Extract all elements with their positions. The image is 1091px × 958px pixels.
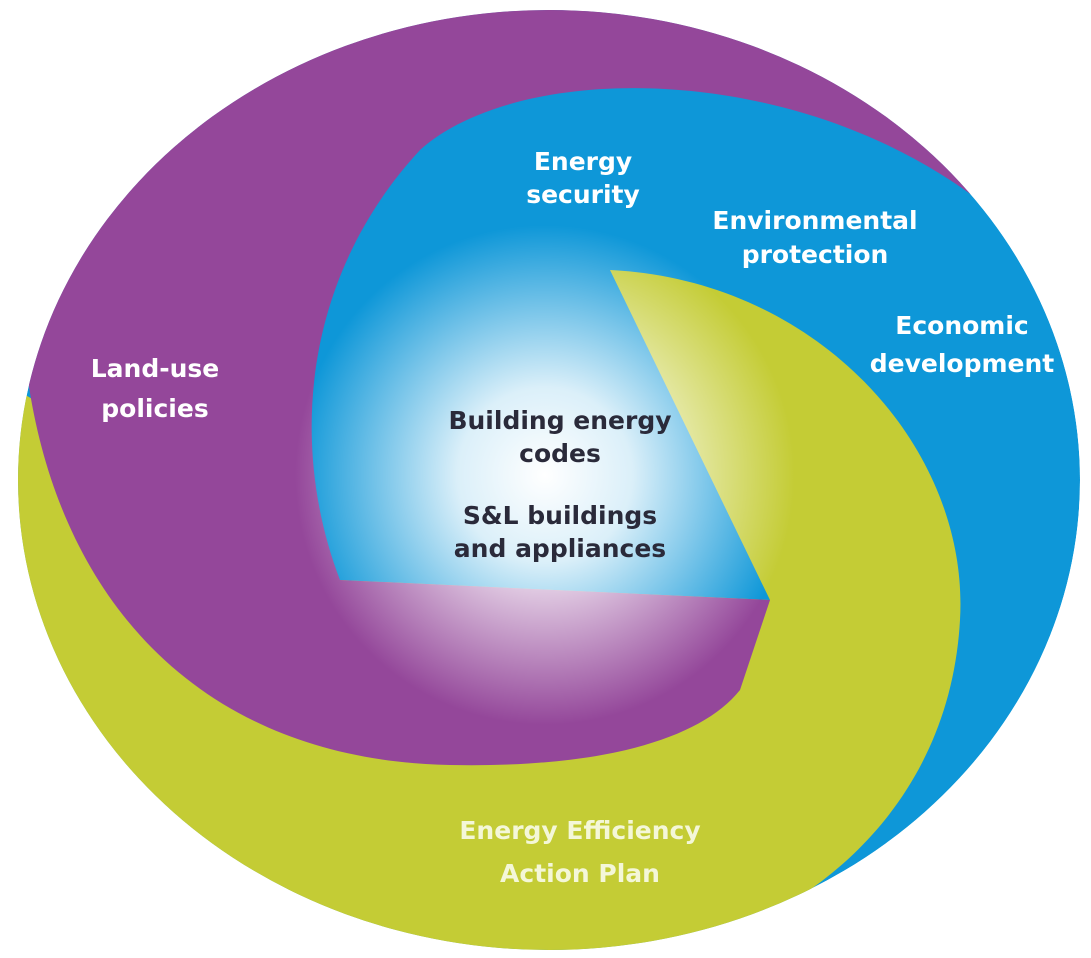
rings xyxy=(18,10,1080,950)
center-glow xyxy=(295,225,795,725)
label: security xyxy=(526,180,640,209)
label: Action Plan xyxy=(500,859,660,888)
label: Environmental xyxy=(712,206,917,235)
label: Energy xyxy=(534,147,632,176)
label: policies xyxy=(101,394,208,423)
label: Land-use xyxy=(91,354,220,383)
label: codes xyxy=(519,439,601,468)
label: and appliances xyxy=(454,534,666,563)
label: S&L buildings xyxy=(463,501,657,530)
purple-region xyxy=(28,10,985,766)
label: Building energy xyxy=(448,406,671,435)
label: Economic xyxy=(895,311,1028,340)
label: protection xyxy=(742,240,889,269)
label: Energy Efficiency xyxy=(459,816,700,845)
label: development xyxy=(870,349,1055,378)
